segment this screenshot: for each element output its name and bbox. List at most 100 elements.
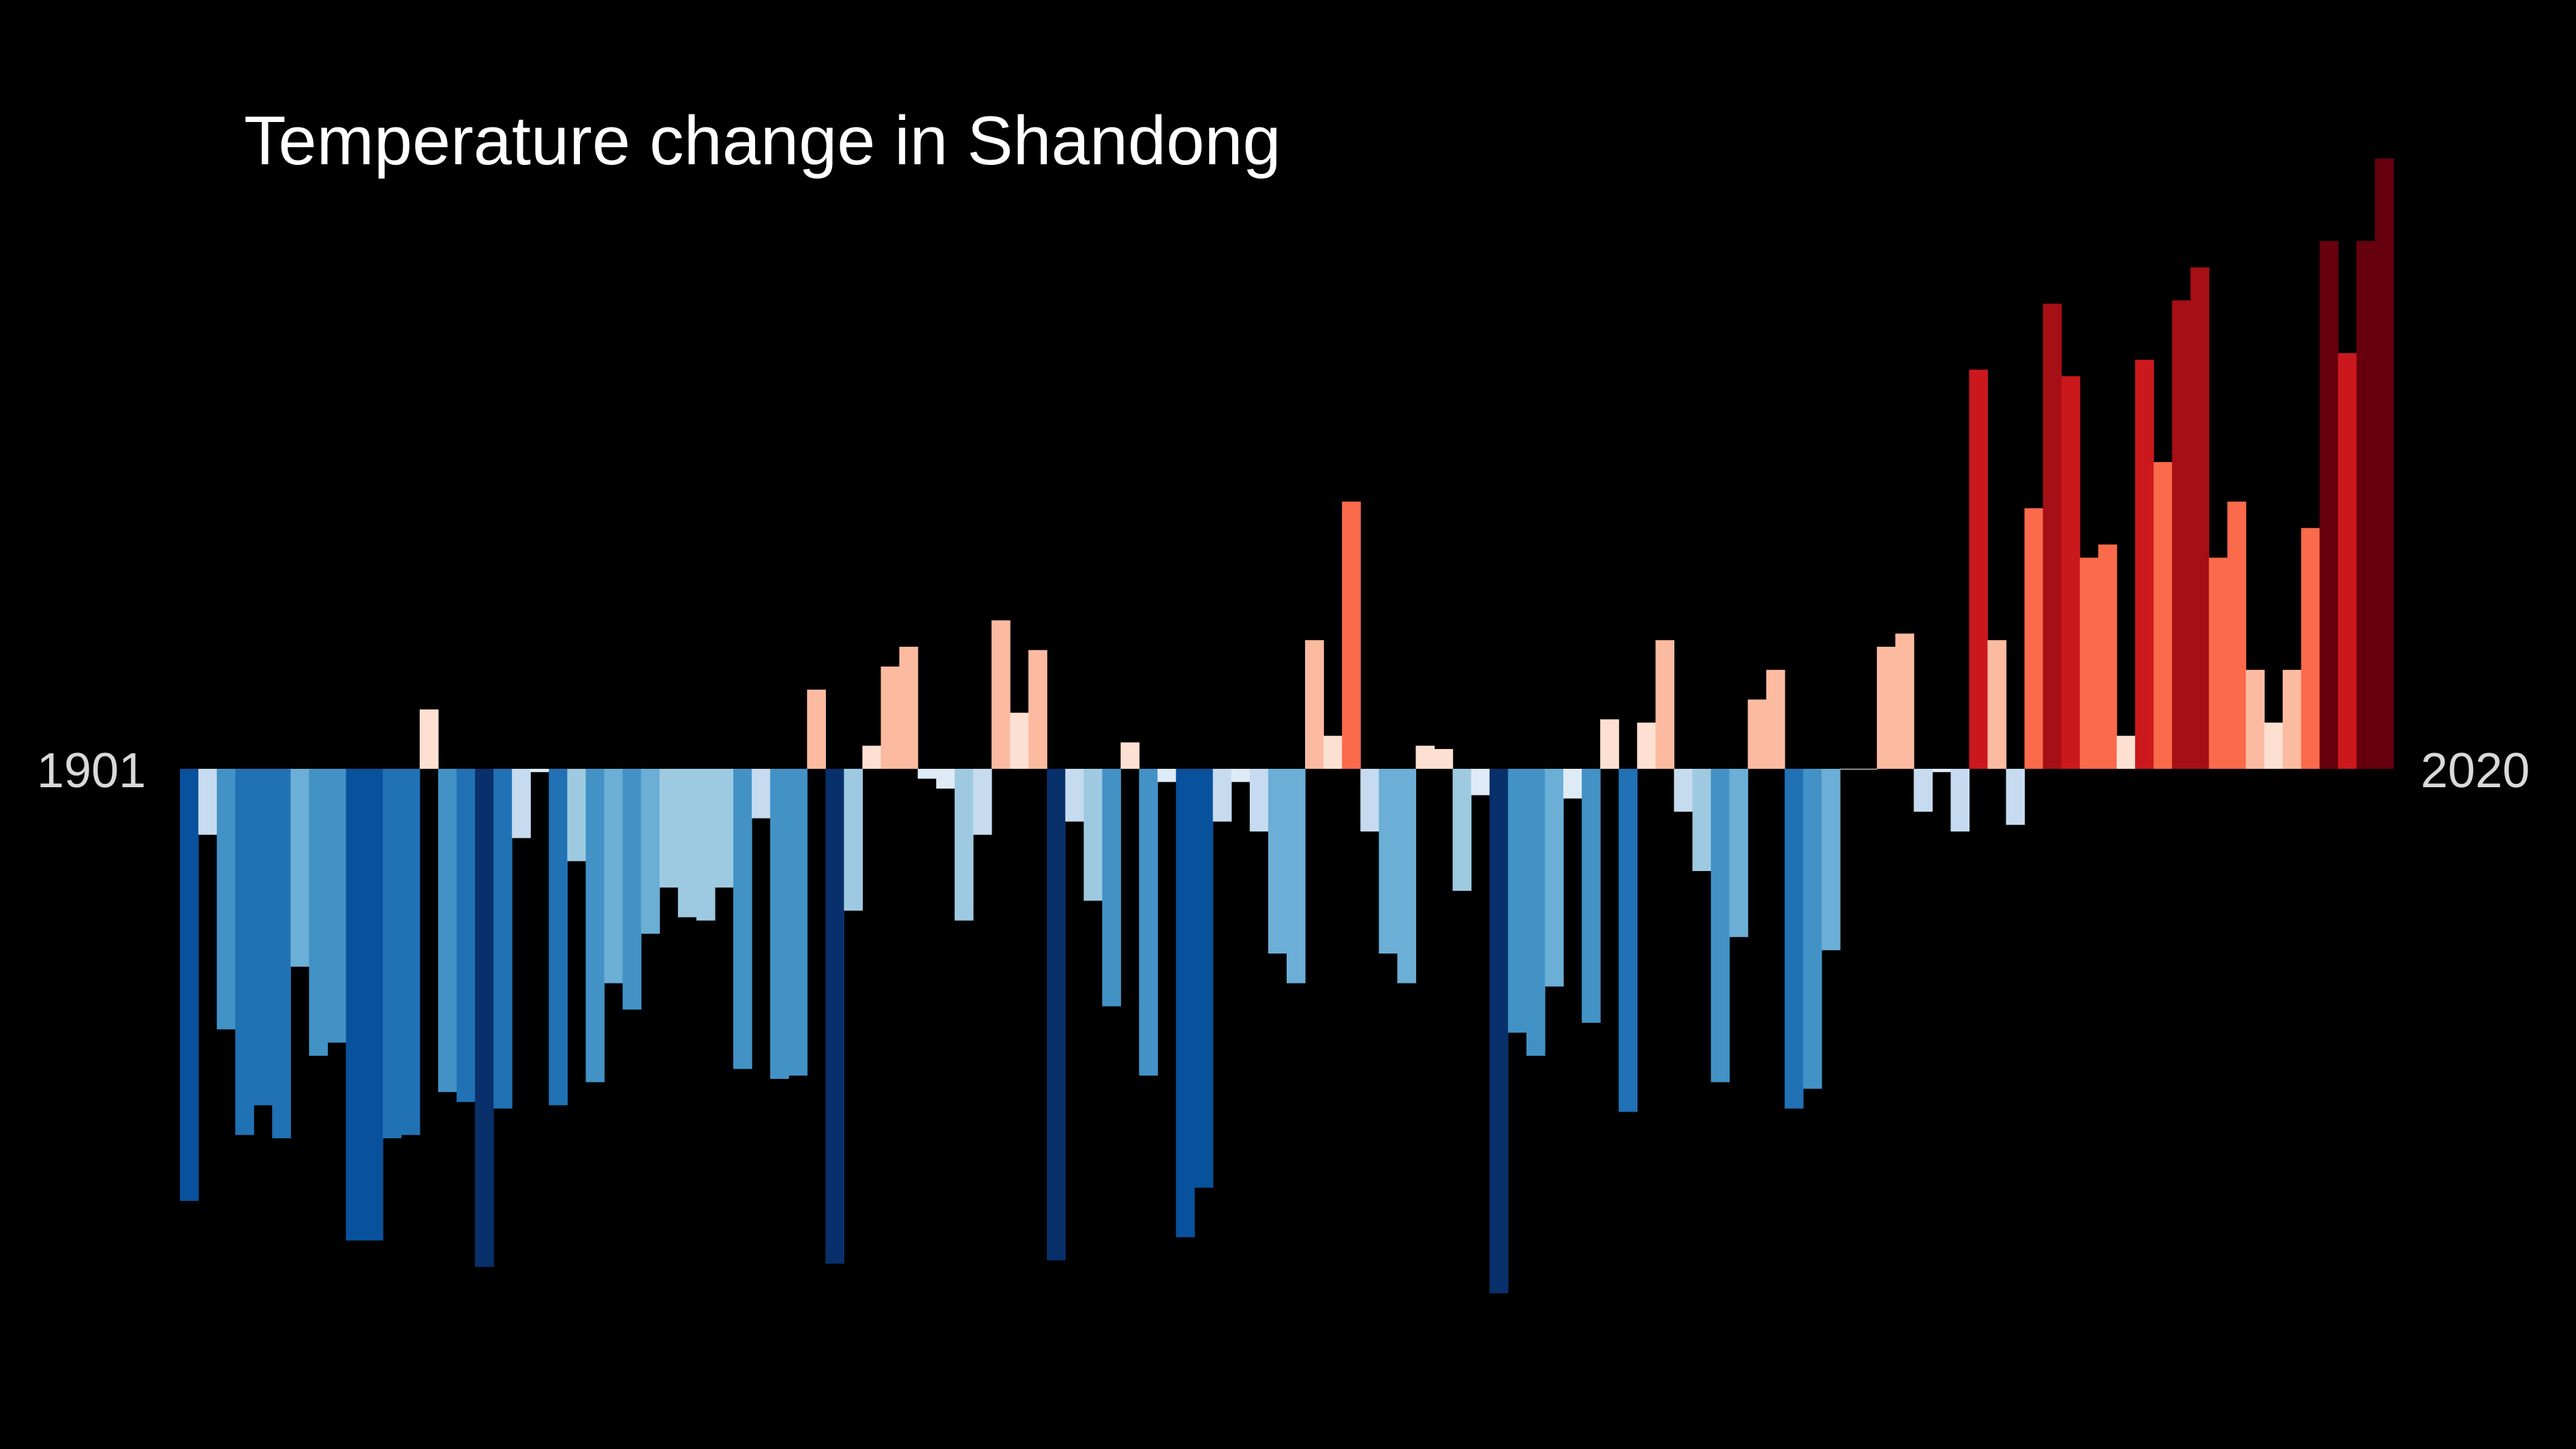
bar-1946 [1010,712,1029,769]
bar-1977 [1582,769,1601,1023]
end-year-label: 2020 [2421,744,2530,798]
bar-1947 [1028,650,1047,769]
bar-1989 [1803,769,1822,1089]
bar-1909 [327,769,347,1043]
bar-1988 [1784,769,1804,1109]
bar-1948 [1047,769,1066,1261]
bar-1953 [1139,769,1159,1076]
bar-1922 [567,769,587,861]
bar-1915 [438,769,457,1093]
bar-1951 [1102,769,1121,1007]
bar-1925 [622,769,642,1010]
bar-1924 [604,769,624,983]
bar-1975 [1544,769,1564,987]
bar-1938 [862,746,882,769]
bar-2004 [2079,558,2099,769]
bar-1933 [770,769,789,1079]
bar-1901 [180,769,199,1202]
bar-1903 [217,769,236,1030]
bar-2013 [2245,669,2265,769]
bar-1943 [954,769,974,921]
bar-1957 [1212,769,1232,822]
bar-1921 [549,769,568,1105]
bar-1997 [1950,769,1970,832]
bar-1905 [254,769,273,1105]
bar-1960 [1268,769,1287,954]
bar-2007 [2135,359,2154,769]
bar-1994 [1895,633,1914,769]
bar-1974 [1526,769,1546,1056]
bar-1966 [1379,769,1398,954]
bar-1912 [382,769,402,1139]
bar-1950 [1084,769,1103,901]
bar-1972 [1489,769,1509,1294]
bar-1986 [1747,699,1767,769]
bar-1999 [1987,640,2007,769]
bar-1996 [1932,769,1951,772]
bar-1942 [936,769,955,789]
bar-2006 [2117,735,2136,769]
bar-1930 [714,769,734,888]
bar-1952 [1120,742,1140,769]
bar-1917 [475,769,494,1267]
bar-1958 [1231,769,1251,782]
bar-2019 [2356,241,2376,769]
bar-1955 [1176,769,1195,1238]
bar-1954 [1157,769,1177,782]
bar-1923 [585,769,605,1082]
bar-1937 [844,769,863,911]
bar-1979 [1619,769,1638,1112]
bar-1980 [1637,722,1656,769]
bar-2016 [2301,528,2320,769]
bar-1990 [1821,769,1841,951]
bar-2005 [2098,544,2117,769]
bar-1906 [272,769,291,1139]
bar-1902 [198,769,217,835]
bar-1914 [419,709,439,769]
bar-1971 [1471,769,1490,795]
bar-1970 [1452,769,1472,891]
bar-1993 [1877,646,1896,769]
chart-title: Temperature change in Shandong [244,103,1281,179]
bar-1963 [1323,735,1343,769]
bar-1911 [364,769,384,1241]
bar-1959 [1249,769,1269,832]
bar-1984 [1711,769,1730,1082]
bar-1904 [235,769,254,1135]
bar-1940 [899,646,919,769]
bar-2000 [2006,769,2025,825]
bar-1936 [825,769,844,1264]
bar-1929 [696,769,716,921]
bar-2011 [2209,558,2228,769]
bar-1978 [1600,719,1619,769]
bar-1982 [1674,769,1693,812]
bar-2003 [2061,376,2081,769]
bar-2009 [2172,300,2191,769]
bar-1981 [1655,640,1674,769]
bar-1939 [880,666,900,769]
bar-2010 [2190,267,2209,769]
bar-group [180,158,2394,1294]
bar-1967 [1397,769,1417,983]
bar-1949 [1065,769,1084,822]
bar-1913 [401,769,420,1135]
bar-2001 [2024,508,2044,769]
bar-1976 [1563,769,1582,799]
bar-2017 [2319,241,2339,769]
bar-1918 [493,769,512,1109]
bar-1908 [309,769,328,1056]
bar-1916 [457,769,476,1102]
bar-1965 [1360,769,1379,832]
bar-1927 [659,769,679,888]
bar-1928 [677,769,697,917]
bar-1935 [807,689,826,769]
bar-1931 [733,769,752,1069]
bar-1968 [1415,746,1435,769]
bar-1926 [641,769,660,934]
bar-1987 [1766,669,1785,769]
bar-1964 [1342,501,1361,769]
bar-2012 [2227,501,2247,769]
bar-2020 [2374,158,2394,769]
bar-1919 [512,769,531,838]
